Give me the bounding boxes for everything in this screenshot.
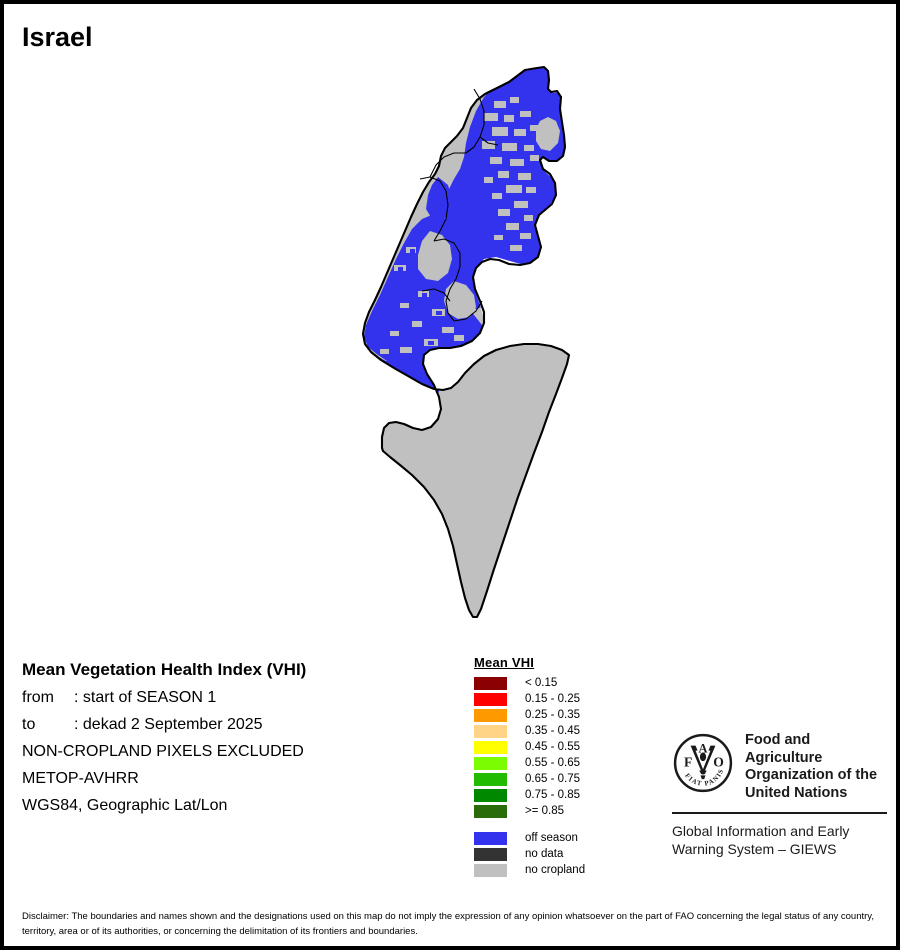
info-projection: WGS84, Geographic Lat/Lon [22,797,228,814]
map-legend: Mean VHI < 0.15 0.15 - 0.25 0.25 - 0.35 … [474,655,585,878]
legend-item: 0.25 - 0.35 [474,707,585,723]
disclaimer-text: Disclaimer: The boundaries and names sho… [22,911,874,937]
fao-organization-name: Food and Agriculture Organization of the… [745,732,887,803]
legend-title: Mean VHI [474,655,535,670]
legend-label: 0.35 - 0.45 [525,725,580,737]
legend-label: 0.25 - 0.35 [525,709,580,721]
svg-text:F: F [684,755,692,770]
legend-item: 0.55 - 0.65 [474,755,585,771]
page-title: Israel [22,22,93,52]
legend-item: < 0.15 [474,675,585,691]
legend-swatch [474,772,507,786]
legend-item: 0.75 - 0.85 [474,787,585,803]
legend-label: 0.45 - 0.55 [525,741,580,753]
legend-item: 0.35 - 0.45 [474,723,585,739]
info-exclusion-note: NON-CROPLAND PIXELS EXCLUDED [22,743,304,760]
info-to-value: : dekad 2 September 2025 [74,716,263,733]
legend-label: no cropland [525,864,586,876]
vhi-raster-layer [364,67,565,394]
info-sensor: METOP-AVHRR [22,770,139,787]
no-cropland-judean-highland [444,281,476,319]
legend-swatch [474,831,507,845]
legend-swatch [474,724,507,738]
legend-label: 0.15 - 0.25 [525,693,580,705]
legend-item: 0.45 - 0.55 [474,739,585,755]
legend-swatch [474,708,507,722]
legend-item: 0.15 - 0.25 [474,691,585,707]
off-season-coastal-plain [364,214,482,389]
legend-swatch [474,788,507,802]
legend-label: 0.65 - 0.75 [525,773,580,785]
giews-line: Global Information and Early [672,822,850,839]
no-cropland-galilee-speckle [482,97,539,251]
legend-swatch [474,692,507,706]
giews-line: Warning System – GIEWS [672,840,837,857]
legend-swatch [474,863,507,877]
legend-swatch [474,756,507,770]
svg-text:A: A [699,741,708,755]
fao-branding-block: F A O FIAT PANIS Food and Agriculture Or… [672,732,887,858]
no-cropland-samaria-highland [418,231,452,281]
legend-swatch [474,804,507,818]
legend-label: < 0.15 [525,677,558,689]
off-season-haifa-coast [426,177,452,221]
no-cropland-sea-of-galilee [536,117,560,151]
svg-text:O: O [713,755,724,770]
info-heading: Mean Vegetation Health Index (VHI) [22,660,307,679]
legend-spacer [474,819,585,830]
fao-name-line: United Nations [745,785,848,802]
fao-name-line: Food and Agriculture [745,732,823,766]
giews-subtitle: Global Information and Early Warning Sys… [672,822,887,858]
fao-divider [672,811,887,814]
legend-label: no data [525,848,564,860]
fao-logo-icon: F A O FIAT PANIS [672,732,734,794]
info-from-value: : start of SEASON 1 [74,689,217,706]
country-border-outline [361,65,571,619]
internal-boundaries [419,88,499,322]
legend-item-off-season: off season [474,830,585,846]
legend-label: 0.75 - 0.85 [525,789,580,801]
map-canvas[interactable] [334,59,584,619]
legend-item-no-cropland: no cropland [474,862,585,878]
legend-label: >= 0.85 [525,805,565,817]
info-from-label: from [22,689,54,706]
info-to-row: to : dekad 2 September 2025 [22,716,452,734]
legend-swatch [474,676,507,690]
map-info-block: Mean Vegetation Health Index (VHI) from:… [22,660,452,824]
legend-label: 0.55 - 0.65 [525,757,580,769]
legend-item: >= 0.85 [474,803,585,819]
info-from-row: from : start of SEASON 1 [22,689,452,707]
israel-country-shape [361,65,582,619]
legend-item: 0.65 - 0.75 [474,771,585,787]
legend-swatch [474,740,507,754]
legend-swatch [474,847,507,861]
legend-item-no-data: no data [474,846,585,862]
info-to-label: to [22,716,36,733]
legend-label: off season [525,832,578,844]
fao-name-line: Organization of the [745,767,878,784]
